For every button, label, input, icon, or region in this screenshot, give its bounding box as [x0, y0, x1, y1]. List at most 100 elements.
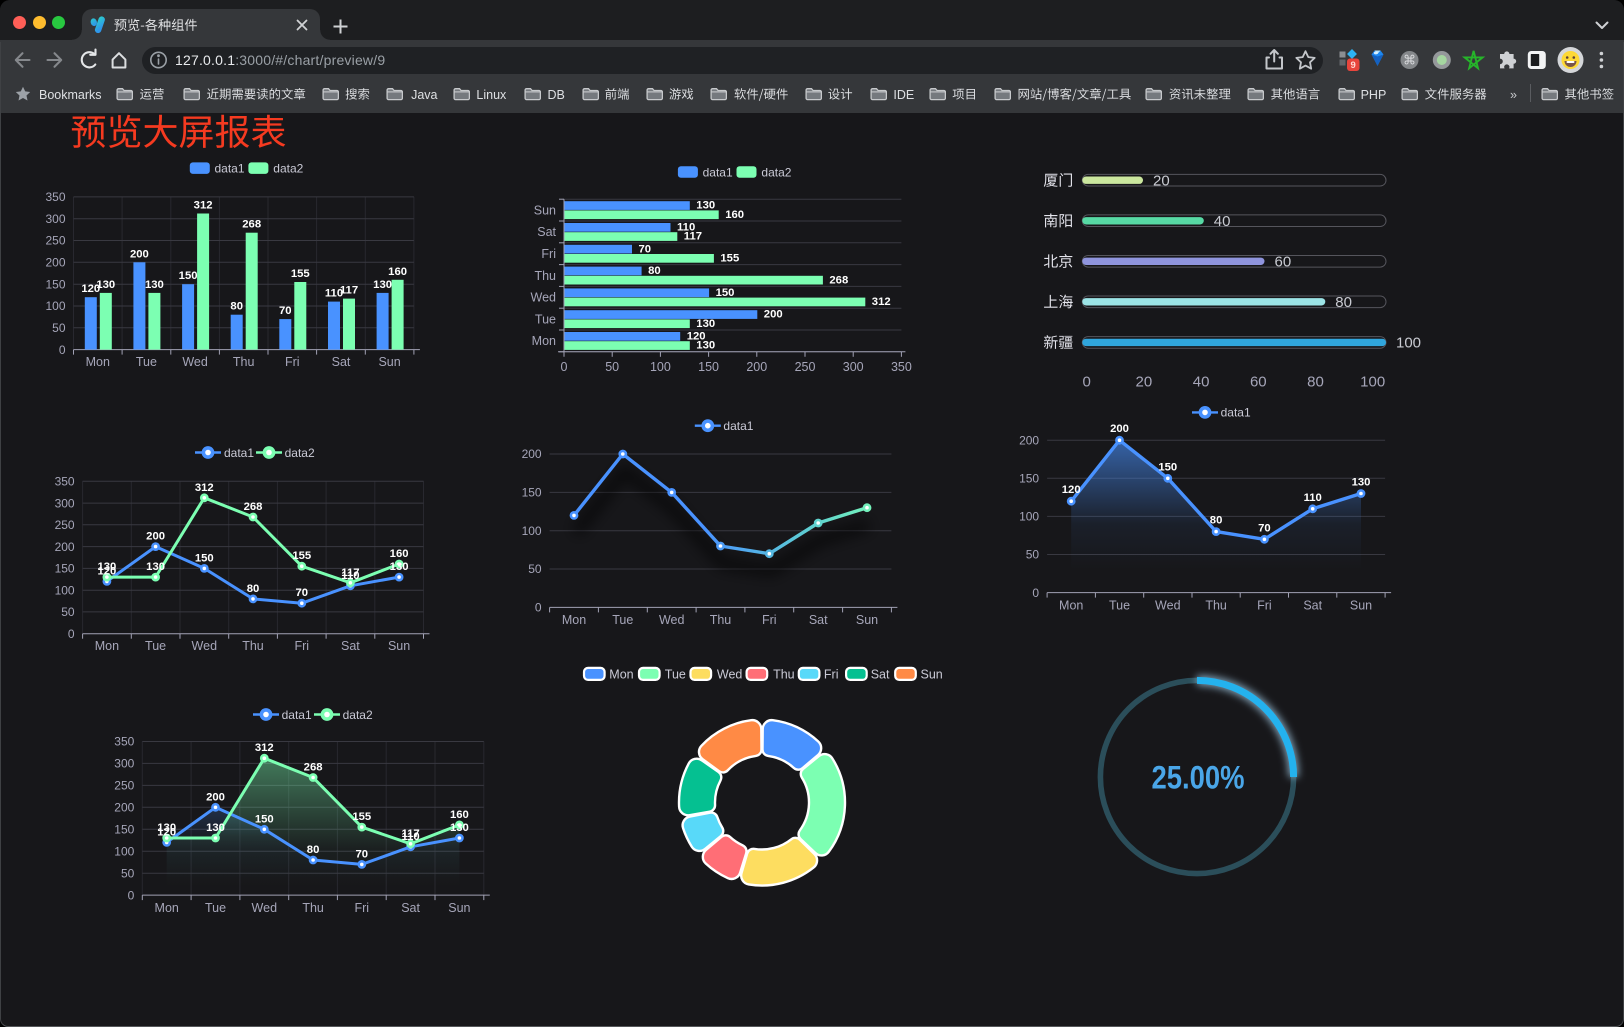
- svg-text:80: 80: [1210, 515, 1223, 527]
- svg-text:250: 250: [55, 518, 75, 532]
- svg-text:70: 70: [296, 587, 309, 599]
- svg-text:0: 0: [1083, 374, 1091, 391]
- svg-text:200: 200: [1110, 423, 1129, 435]
- svg-text:Wed: Wed: [1155, 599, 1181, 613]
- svg-text:200: 200: [114, 801, 134, 815]
- svg-text:40: 40: [1214, 213, 1231, 230]
- svg-text:110: 110: [341, 570, 359, 582]
- svg-text:data1: data1: [723, 419, 753, 433]
- svg-text:100: 100: [522, 524, 542, 538]
- svg-text:Sun: Sun: [1350, 599, 1372, 613]
- svg-text:data1: data1: [282, 708, 312, 722]
- svg-text:130: 130: [206, 822, 225, 834]
- svg-text:300: 300: [45, 212, 65, 226]
- svg-text:300: 300: [843, 360, 864, 374]
- svg-text:Wed: Wed: [717, 667, 743, 681]
- svg-text:120: 120: [81, 283, 100, 295]
- svg-text:268: 268: [829, 274, 848, 286]
- svg-text:Wed: Wed: [659, 613, 685, 627]
- svg-text:117: 117: [340, 285, 358, 297]
- svg-text:130: 130: [696, 200, 715, 212]
- svg-text:312: 312: [255, 742, 274, 754]
- svg-text:Sun: Sun: [448, 901, 470, 915]
- svg-text:Sat: Sat: [537, 225, 556, 239]
- svg-text:150: 150: [179, 270, 198, 282]
- svg-text:Mon: Mon: [86, 355, 110, 369]
- svg-text:100: 100: [1396, 335, 1421, 352]
- svg-text:150: 150: [1019, 472, 1039, 486]
- svg-text:300: 300: [114, 757, 134, 771]
- svg-text:50: 50: [61, 605, 75, 619]
- svg-text:70: 70: [279, 305, 292, 317]
- svg-text:150: 150: [716, 287, 735, 299]
- svg-text:0: 0: [561, 360, 568, 374]
- svg-text:130: 130: [96, 279, 115, 291]
- svg-text:data2: data2: [761, 165, 791, 179]
- svg-text:Thu: Thu: [242, 639, 264, 653]
- svg-text:Fri: Fri: [824, 667, 839, 681]
- svg-text:268: 268: [242, 219, 261, 231]
- svg-text:200: 200: [146, 531, 165, 543]
- svg-text:Sun: Sun: [388, 639, 410, 653]
- svg-text:Tue: Tue: [535, 312, 556, 326]
- svg-text:130: 130: [97, 561, 116, 573]
- svg-text:160: 160: [390, 548, 409, 560]
- svg-text:250: 250: [45, 234, 65, 248]
- svg-text:Mon: Mon: [609, 667, 633, 681]
- svg-text:70: 70: [639, 243, 652, 255]
- svg-text:200: 200: [764, 309, 783, 321]
- svg-text:Fri: Fri: [541, 247, 556, 261]
- svg-text:150: 150: [255, 813, 274, 825]
- svg-text:data1: data1: [703, 165, 733, 179]
- svg-text:0: 0: [59, 343, 66, 357]
- svg-text:data1: data1: [1221, 406, 1251, 420]
- svg-text:120: 120: [157, 826, 176, 838]
- svg-text:130: 130: [390, 561, 409, 573]
- svg-text:120: 120: [97, 565, 116, 577]
- svg-text:Sun: Sun: [856, 613, 878, 627]
- svg-text:Sat: Sat: [341, 639, 360, 653]
- svg-text:268: 268: [304, 762, 323, 774]
- svg-text:200: 200: [130, 248, 149, 260]
- svg-text:Sat: Sat: [871, 667, 890, 681]
- svg-text:155: 155: [292, 550, 311, 562]
- svg-text:130: 130: [146, 561, 165, 573]
- svg-text:160: 160: [450, 809, 469, 821]
- svg-text:Thu: Thu: [710, 613, 732, 627]
- svg-text:Tue: Tue: [136, 355, 157, 369]
- svg-text:150: 150: [1158, 461, 1177, 473]
- svg-text:Sat: Sat: [1303, 599, 1322, 613]
- svg-text:Fri: Fri: [295, 639, 310, 653]
- svg-text:Tue: Tue: [665, 667, 686, 681]
- svg-text:117: 117: [684, 231, 702, 243]
- svg-text:80: 80: [1307, 374, 1324, 391]
- svg-text:Sun: Sun: [378, 355, 400, 369]
- svg-text:150: 150: [195, 552, 214, 564]
- svg-text:160: 160: [388, 266, 407, 278]
- svg-text:155: 155: [291, 268, 310, 280]
- svg-text:data1: data1: [215, 161, 245, 175]
- svg-text:Thu: Thu: [534, 269, 556, 283]
- svg-text:Thu: Thu: [1205, 599, 1227, 613]
- svg-text:20: 20: [1153, 172, 1170, 189]
- svg-text:130: 130: [157, 822, 176, 834]
- svg-text:100: 100: [114, 844, 134, 858]
- svg-text:130: 130: [450, 822, 469, 834]
- svg-text:Sat: Sat: [332, 355, 351, 369]
- svg-text:Mon: Mon: [1059, 599, 1083, 613]
- svg-text:Tue: Tue: [205, 901, 226, 915]
- svg-text:Mon: Mon: [562, 613, 586, 627]
- svg-text:300: 300: [55, 496, 75, 510]
- svg-text:100: 100: [55, 583, 75, 597]
- svg-text:Wed: Wed: [252, 901, 278, 915]
- svg-text:80: 80: [307, 844, 320, 856]
- svg-text:80: 80: [648, 265, 661, 277]
- svg-text:Thu: Thu: [302, 901, 324, 915]
- svg-text:50: 50: [528, 562, 542, 576]
- svg-text:Thu: Thu: [773, 667, 795, 681]
- svg-text:110: 110: [325, 288, 343, 300]
- svg-text:100: 100: [45, 299, 65, 313]
- svg-text:155: 155: [720, 253, 739, 265]
- svg-text:50: 50: [1026, 548, 1040, 562]
- svg-text:Tue: Tue: [145, 639, 166, 653]
